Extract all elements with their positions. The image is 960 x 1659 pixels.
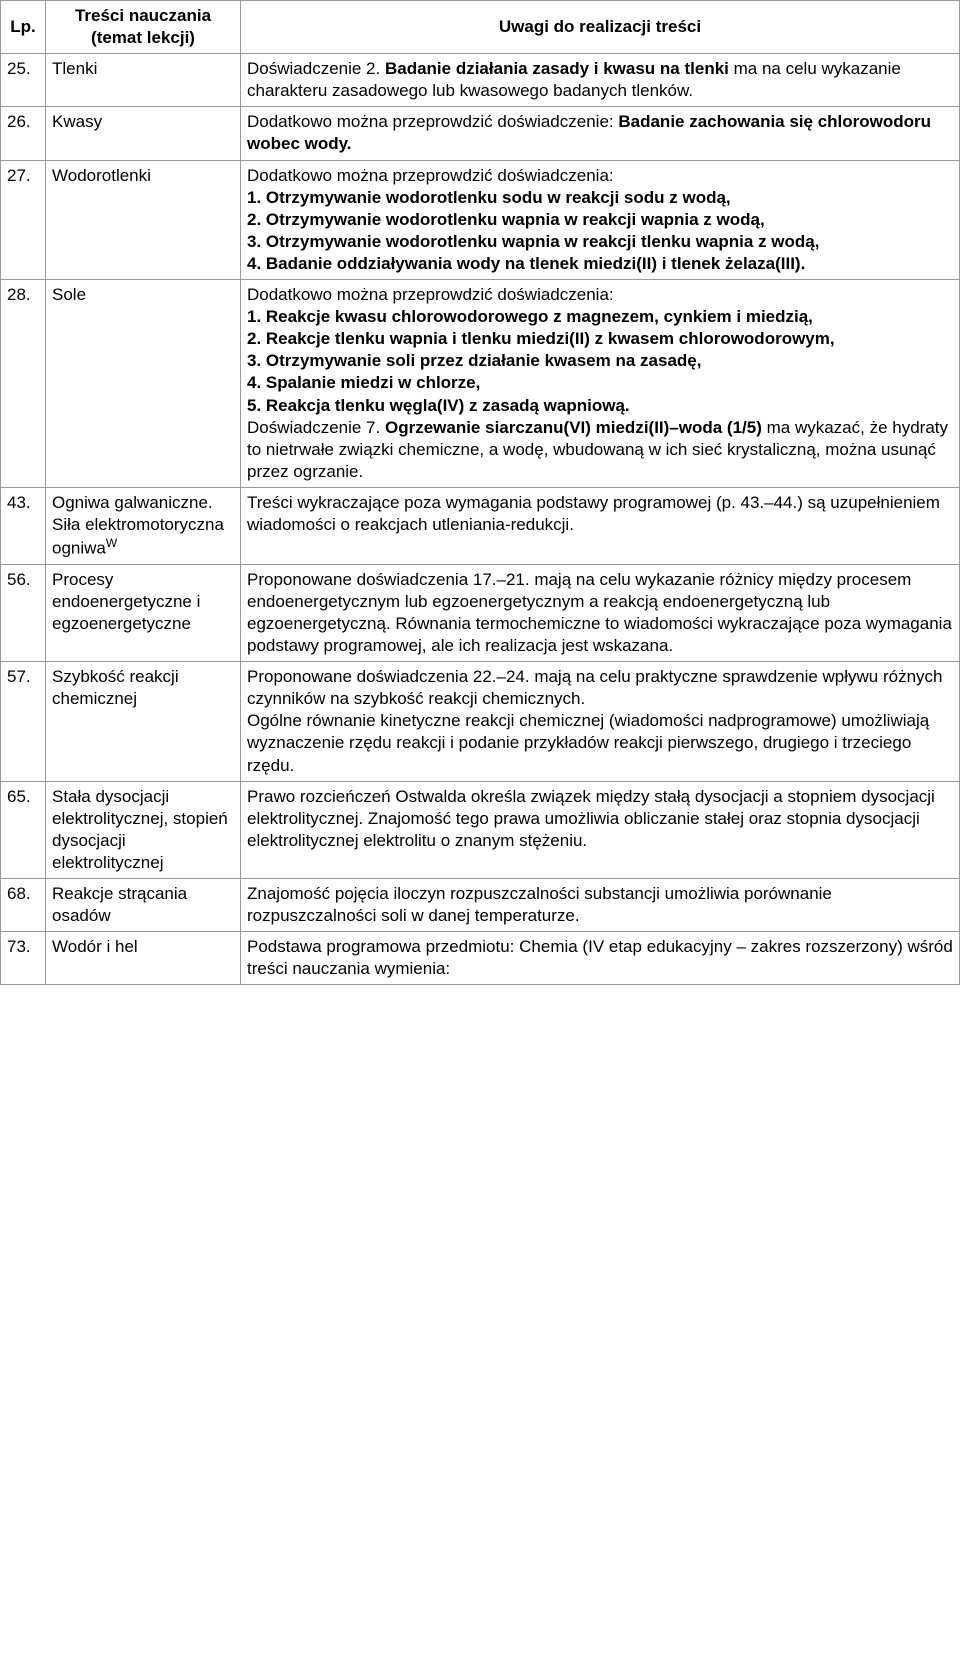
- table-row: 25.TlenkiDoświadczenie 2. Badanie działa…: [1, 54, 960, 107]
- cell-lp: 73.: [1, 932, 46, 985]
- curriculum-table: Lp. Treści nauczania (temat lekcji) Uwag…: [0, 0, 960, 985]
- cell-lp: 68.: [1, 879, 46, 932]
- cell-topic: Szybkość reakcji chemicznej: [46, 662, 241, 781]
- cell-topic: Stała dysocjacji elektrolitycznej, stopi…: [46, 781, 241, 878]
- cell-notes: Podstawa programowa przedmiotu: Chemia (…: [241, 932, 960, 985]
- header-notes: Uwagi do realizacji treści: [241, 1, 960, 54]
- cell-lp: 25.: [1, 54, 46, 107]
- table-row: 28.SoleDodatkowo można przeprowdzić dośw…: [1, 280, 960, 488]
- cell-notes: Dodatkowo można przeprowdzić doświadczen…: [241, 160, 960, 279]
- header-lp: Lp.: [1, 1, 46, 54]
- cell-notes: Proponowane doświadczenia 22.–24. mają n…: [241, 662, 960, 781]
- cell-topic: Wodorotlenki: [46, 160, 241, 279]
- table-row: 68.Reakcje strącania osadówZnajomość poj…: [1, 879, 960, 932]
- cell-lp: 57.: [1, 662, 46, 781]
- cell-notes: Proponowane doświadczenia 17.–21. mają n…: [241, 564, 960, 661]
- cell-lp: 28.: [1, 280, 46, 488]
- cell-topic: Wodór i hel: [46, 932, 241, 985]
- table-row: 27.WodorotlenkiDodatkowo można przeprowd…: [1, 160, 960, 279]
- cell-notes: Dodatkowo można przeprowdzić doświadczen…: [241, 280, 960, 488]
- cell-lp: 43.: [1, 487, 46, 564]
- cell-notes: Prawo rozcieńczeń Ostwalda określa związ…: [241, 781, 960, 878]
- cell-topic: Ogniwa galwaniczne. Siła elektromotorycz…: [46, 487, 241, 564]
- cell-topic: Procesy endoenergetyczne i egzoenergetyc…: [46, 564, 241, 661]
- cell-notes: Doświadczenie 2. Badanie działania zasad…: [241, 54, 960, 107]
- table-row: 73.Wodór i helPodstawa programowa przedm…: [1, 932, 960, 985]
- table-row: 65.Stała dysocjacji elektrolitycznej, st…: [1, 781, 960, 878]
- cell-notes: Dodatkowo można przeprowdzić doświadczen…: [241, 107, 960, 160]
- cell-notes: Znajomość pojęcia iloczyn rozpuszczalnoś…: [241, 879, 960, 932]
- table-row: 56.Procesy endoenergetyczne i egzoenerge…: [1, 564, 960, 661]
- table-header-row: Lp. Treści nauczania (temat lekcji) Uwag…: [1, 1, 960, 54]
- cell-topic: Reakcje strącania osadów: [46, 879, 241, 932]
- table-row: 43.Ogniwa galwaniczne. Siła elektromotor…: [1, 487, 960, 564]
- cell-topic: Tlenki: [46, 54, 241, 107]
- cell-topic: Sole: [46, 280, 241, 488]
- cell-lp: 27.: [1, 160, 46, 279]
- cell-lp: 56.: [1, 564, 46, 661]
- header-topic: Treści nauczania (temat lekcji): [46, 1, 241, 54]
- cell-notes: Treści wykraczające poza wymagania podst…: [241, 487, 960, 564]
- cell-topic: Kwasy: [46, 107, 241, 160]
- cell-lp: 65.: [1, 781, 46, 878]
- table-row: 26.KwasyDodatkowo można przeprowdzić doś…: [1, 107, 960, 160]
- table-row: 57.Szybkość reakcji chemicznejProponowan…: [1, 662, 960, 781]
- cell-lp: 26.: [1, 107, 46, 160]
